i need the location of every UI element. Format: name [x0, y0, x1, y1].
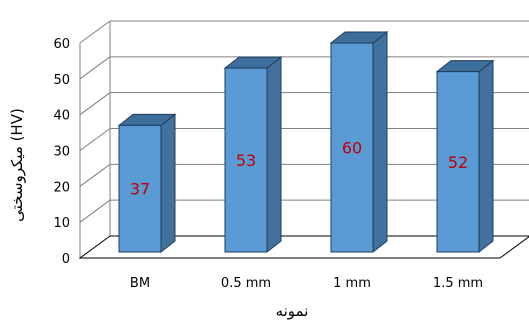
x-category-label: 1 mm [333, 276, 371, 291]
y-tick-label: 30 [53, 145, 70, 160]
data-label: 52 [448, 153, 468, 172]
bars-layer [117, 30, 495, 254]
bar [118, 124, 162, 253]
chart-floor [78, 235, 529, 259]
data-label: 53 [236, 151, 256, 170]
y-axis-title: (HV) میکروسختی [8, 108, 26, 222]
gridline-depth [79, 92, 111, 116]
bar-side [372, 30, 388, 254]
y-tick-label: 40 [53, 109, 70, 124]
bar [436, 71, 480, 253]
y-tick-label: 20 [53, 180, 70, 195]
data-label: 37 [130, 180, 150, 199]
chart-floor-outline [78, 235, 529, 259]
bar-side [478, 59, 494, 254]
data-label: 60 [342, 139, 362, 158]
y-tick-label: 50 [53, 73, 70, 88]
x-category-label: BM [130, 276, 150, 291]
y-tick-label: 60 [53, 37, 70, 52]
gridline-depth [79, 163, 111, 187]
x-axis-title: نمونه [276, 302, 309, 320]
bar-side [266, 56, 282, 254]
x-category-label: 1.5 mm [433, 276, 483, 291]
x-category-label: 0.5 mm [221, 276, 271, 291]
bar [224, 67, 268, 253]
bar-side [160, 113, 176, 254]
gridline-depth [79, 20, 111, 44]
bar [330, 42, 374, 253]
labels-layer: 37 BM 53 0.5 mm 60 1 mm 52 1.5 mm [130, 139, 483, 292]
y-tick-label: 0 [62, 252, 70, 267]
gridline-depth [79, 128, 111, 151]
gridline-depth [79, 56, 111, 80]
gridline-depth [79, 199, 111, 223]
grid-layer: 0 10 20 30 40 50 60 [53, 20, 529, 267]
y-tick-label: 10 [53, 216, 70, 231]
